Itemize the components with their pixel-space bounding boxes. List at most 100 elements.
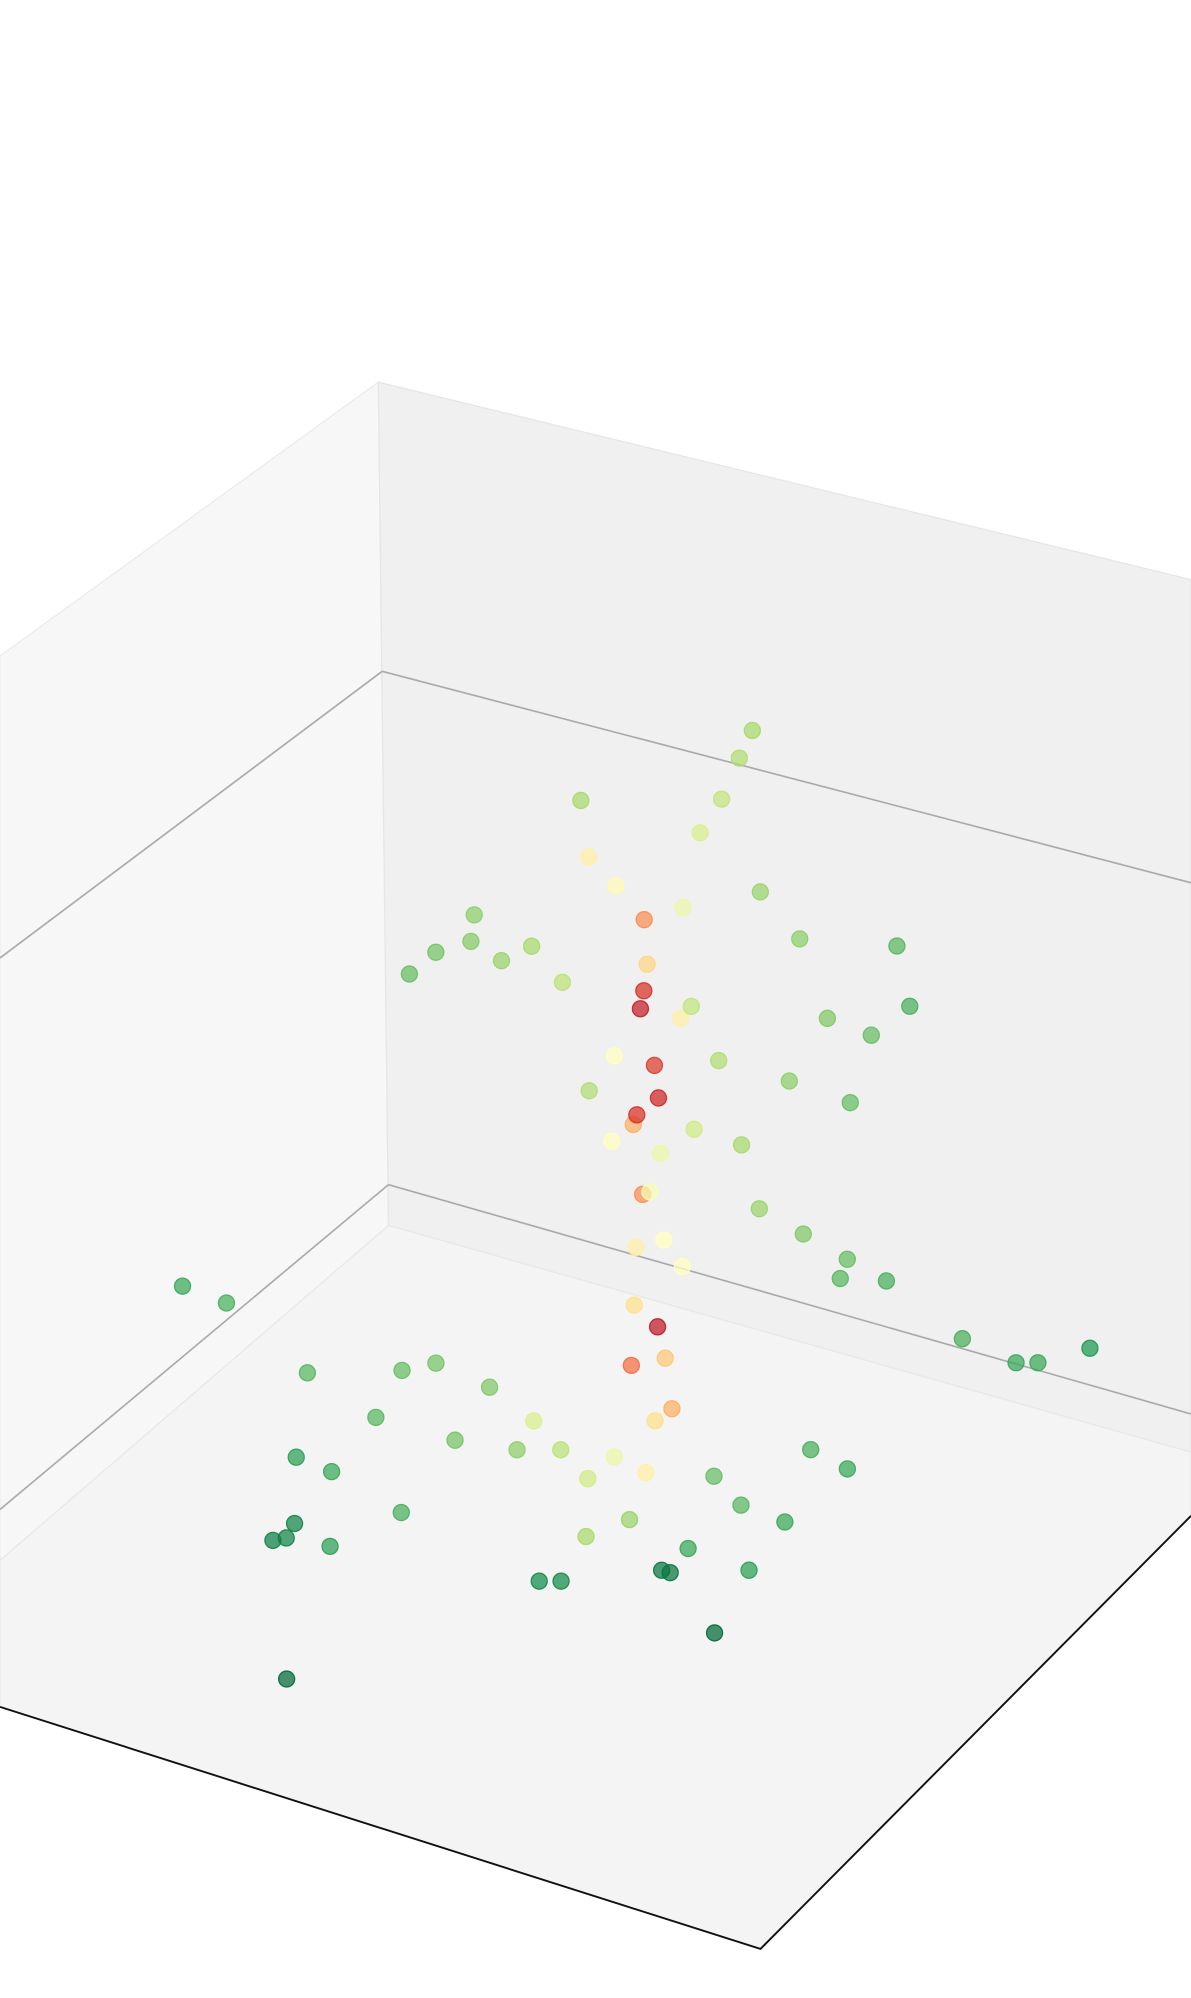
point [462,932,480,951]
point [622,1356,641,1375]
point [392,1503,410,1522]
point [446,1431,464,1449]
point [705,1624,724,1642]
axis-edge [0,1515,1191,1951]
point [674,898,692,917]
back-pane [377,381,1191,1453]
point [552,1441,570,1459]
point [577,1527,595,1546]
point [1029,1354,1047,1372]
point [671,1009,690,1028]
point [818,1009,837,1028]
point [743,721,762,740]
point [553,973,572,992]
point [655,1231,673,1249]
point [625,1296,643,1314]
point [400,965,419,983]
point [838,1460,857,1478]
point [522,937,541,955]
point [603,1132,621,1150]
point [605,1448,623,1466]
point [791,930,809,948]
point [648,1318,667,1336]
point [607,877,625,895]
point [750,1200,768,1218]
point [740,1561,758,1579]
point [492,952,511,970]
point [780,1072,798,1090]
point [525,1412,543,1430]
point [465,906,483,924]
point [1081,1339,1099,1357]
point [638,955,656,973]
point [277,1670,296,1688]
point [367,1408,385,1427]
point [427,943,445,961]
point [635,982,653,1000]
grid-line [381,670,1191,884]
point [751,883,770,901]
point [877,1272,896,1290]
point [580,1082,598,1100]
point [264,1531,282,1550]
point [651,1144,670,1163]
point [1007,1354,1025,1372]
point [679,1539,697,1558]
point [841,1093,859,1112]
point [628,1106,646,1124]
point [645,1056,664,1075]
point [794,1225,812,1243]
point [776,1513,794,1531]
point [802,1441,820,1459]
points [173,721,1099,1688]
point [427,1354,445,1372]
point [321,1537,339,1556]
grid-line [0,1184,390,1511]
point [661,1564,679,1582]
point [508,1441,526,1459]
point [732,1496,750,1514]
point [656,1349,674,1367]
point [831,1269,849,1288]
point [631,1000,650,1018]
point [635,910,653,929]
point [710,1051,728,1070]
point [627,1238,645,1256]
point [637,1463,655,1482]
point [862,1026,880,1044]
point [685,1120,703,1138]
point [649,1089,668,1107]
point [705,1467,723,1485]
point [641,1183,659,1201]
point [605,1047,623,1065]
point [393,1361,411,1380]
point [298,1364,317,1382]
point [901,997,919,1015]
point [322,1462,341,1481]
point [173,1277,192,1295]
point [572,791,590,810]
point [620,1510,639,1529]
point [732,1136,751,1154]
point [579,1470,597,1488]
point [691,824,709,842]
point [663,1400,681,1418]
point [838,1250,856,1268]
point [552,1572,570,1590]
point [682,997,700,1016]
point [888,937,906,955]
point [953,1330,972,1348]
grid-line [0,670,383,959]
point [285,1514,304,1533]
point [530,1572,548,1590]
point [480,1378,499,1396]
point [730,749,748,767]
point [287,1448,305,1466]
point [673,1257,692,1276]
point [580,848,598,866]
point [646,1412,664,1430]
point [712,790,731,808]
grid-line [388,1183,1191,1415]
